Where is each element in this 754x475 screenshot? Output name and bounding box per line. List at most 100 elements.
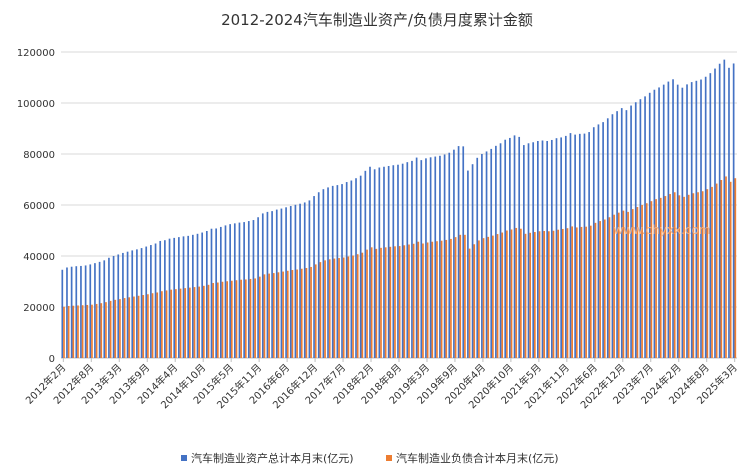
bar [566,228,569,358]
bar [723,59,726,359]
bar [89,264,92,358]
bar [285,207,287,358]
bar [557,229,559,358]
bar [468,248,471,358]
bar [617,212,620,358]
bar [464,234,466,358]
y-axis: 0 20000 40000 60000 80000 100000 120000 [17,48,55,365]
bar [552,230,555,358]
bar [95,303,98,358]
bar [658,87,660,358]
bar [221,281,224,358]
bar [244,279,247,358]
bar [289,206,292,358]
bar [485,151,488,358]
bar [387,165,390,358]
bar [620,108,623,358]
chart-title: 2012-2024汽车制造业资产/负债月度累计金额 [221,11,533,29]
bar [636,207,639,358]
bar [317,192,320,358]
bar [527,143,530,358]
bar [538,231,541,358]
bar [406,162,409,358]
bar [392,165,395,358]
bar [263,274,266,358]
bar [569,133,572,358]
bar [117,254,120,358]
bar [333,258,336,358]
bar [611,114,614,358]
bar [471,164,474,358]
bar [123,298,126,358]
bar [192,234,194,358]
bar [364,170,367,358]
bar [495,145,497,358]
bar [345,182,348,358]
bar [373,169,376,358]
bar [639,99,642,359]
bar [215,228,217,358]
bar [308,200,311,358]
bar [303,202,306,358]
bar [630,105,632,358]
bar [422,243,424,358]
bar [280,208,283,358]
bar [662,84,665,358]
bar [154,243,157,358]
bar [159,240,162,358]
bar [537,141,539,358]
bar [294,204,297,358]
bar [588,132,590,358]
bar [203,285,205,358]
bar [384,247,387,358]
bar [678,195,681,358]
legend-label-liabilities: 汽车制造业负债合计本月末(亿元) [396,451,559,465]
bar [482,238,485,358]
bar [165,290,168,358]
bar [310,266,312,358]
bar [445,239,448,358]
bar [436,241,438,358]
bar [266,211,269,358]
bar [603,219,606,358]
bar [462,146,465,358]
bar [103,260,106,358]
bar [114,299,117,358]
bar [578,133,581,358]
bar [173,237,176,358]
bar [509,137,511,358]
bar [375,248,378,358]
bar [370,247,373,358]
bar [602,122,604,359]
bar [426,242,429,358]
bar [506,230,508,358]
bar [574,134,576,358]
bar [305,267,308,358]
bar [366,249,368,359]
bar [84,265,87,358]
bar [210,228,213,358]
bar [543,231,546,358]
bar [342,257,345,358]
bar [75,266,78,358]
bar [667,81,670,358]
bar [198,286,201,358]
bar [434,156,437,358]
bar [61,269,64,358]
bar [243,222,245,358]
legend: 汽车制造业资产总计本月末(亿元) 汽车制造业负债合计本月末(亿元) [181,451,559,465]
bar [100,303,103,358]
y-tick-label: 40000 [23,252,55,263]
bar [440,240,443,358]
bar [450,238,452,358]
bar [389,246,392,358]
bar [429,157,432,358]
bar [126,251,129,358]
bar [401,163,404,358]
bar [467,170,469,358]
bar [66,267,68,358]
bar [151,293,154,358]
bar [359,175,362,358]
bar [394,246,396,358]
bar [282,271,284,358]
